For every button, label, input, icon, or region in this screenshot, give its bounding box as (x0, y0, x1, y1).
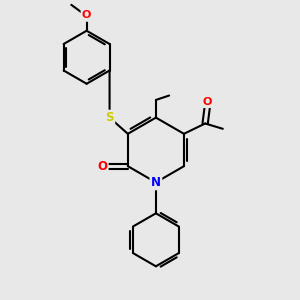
Text: S: S (105, 111, 114, 124)
Text: O: O (82, 11, 91, 20)
Text: N: N (151, 176, 161, 189)
Text: O: O (203, 97, 212, 107)
Text: O: O (97, 160, 107, 173)
